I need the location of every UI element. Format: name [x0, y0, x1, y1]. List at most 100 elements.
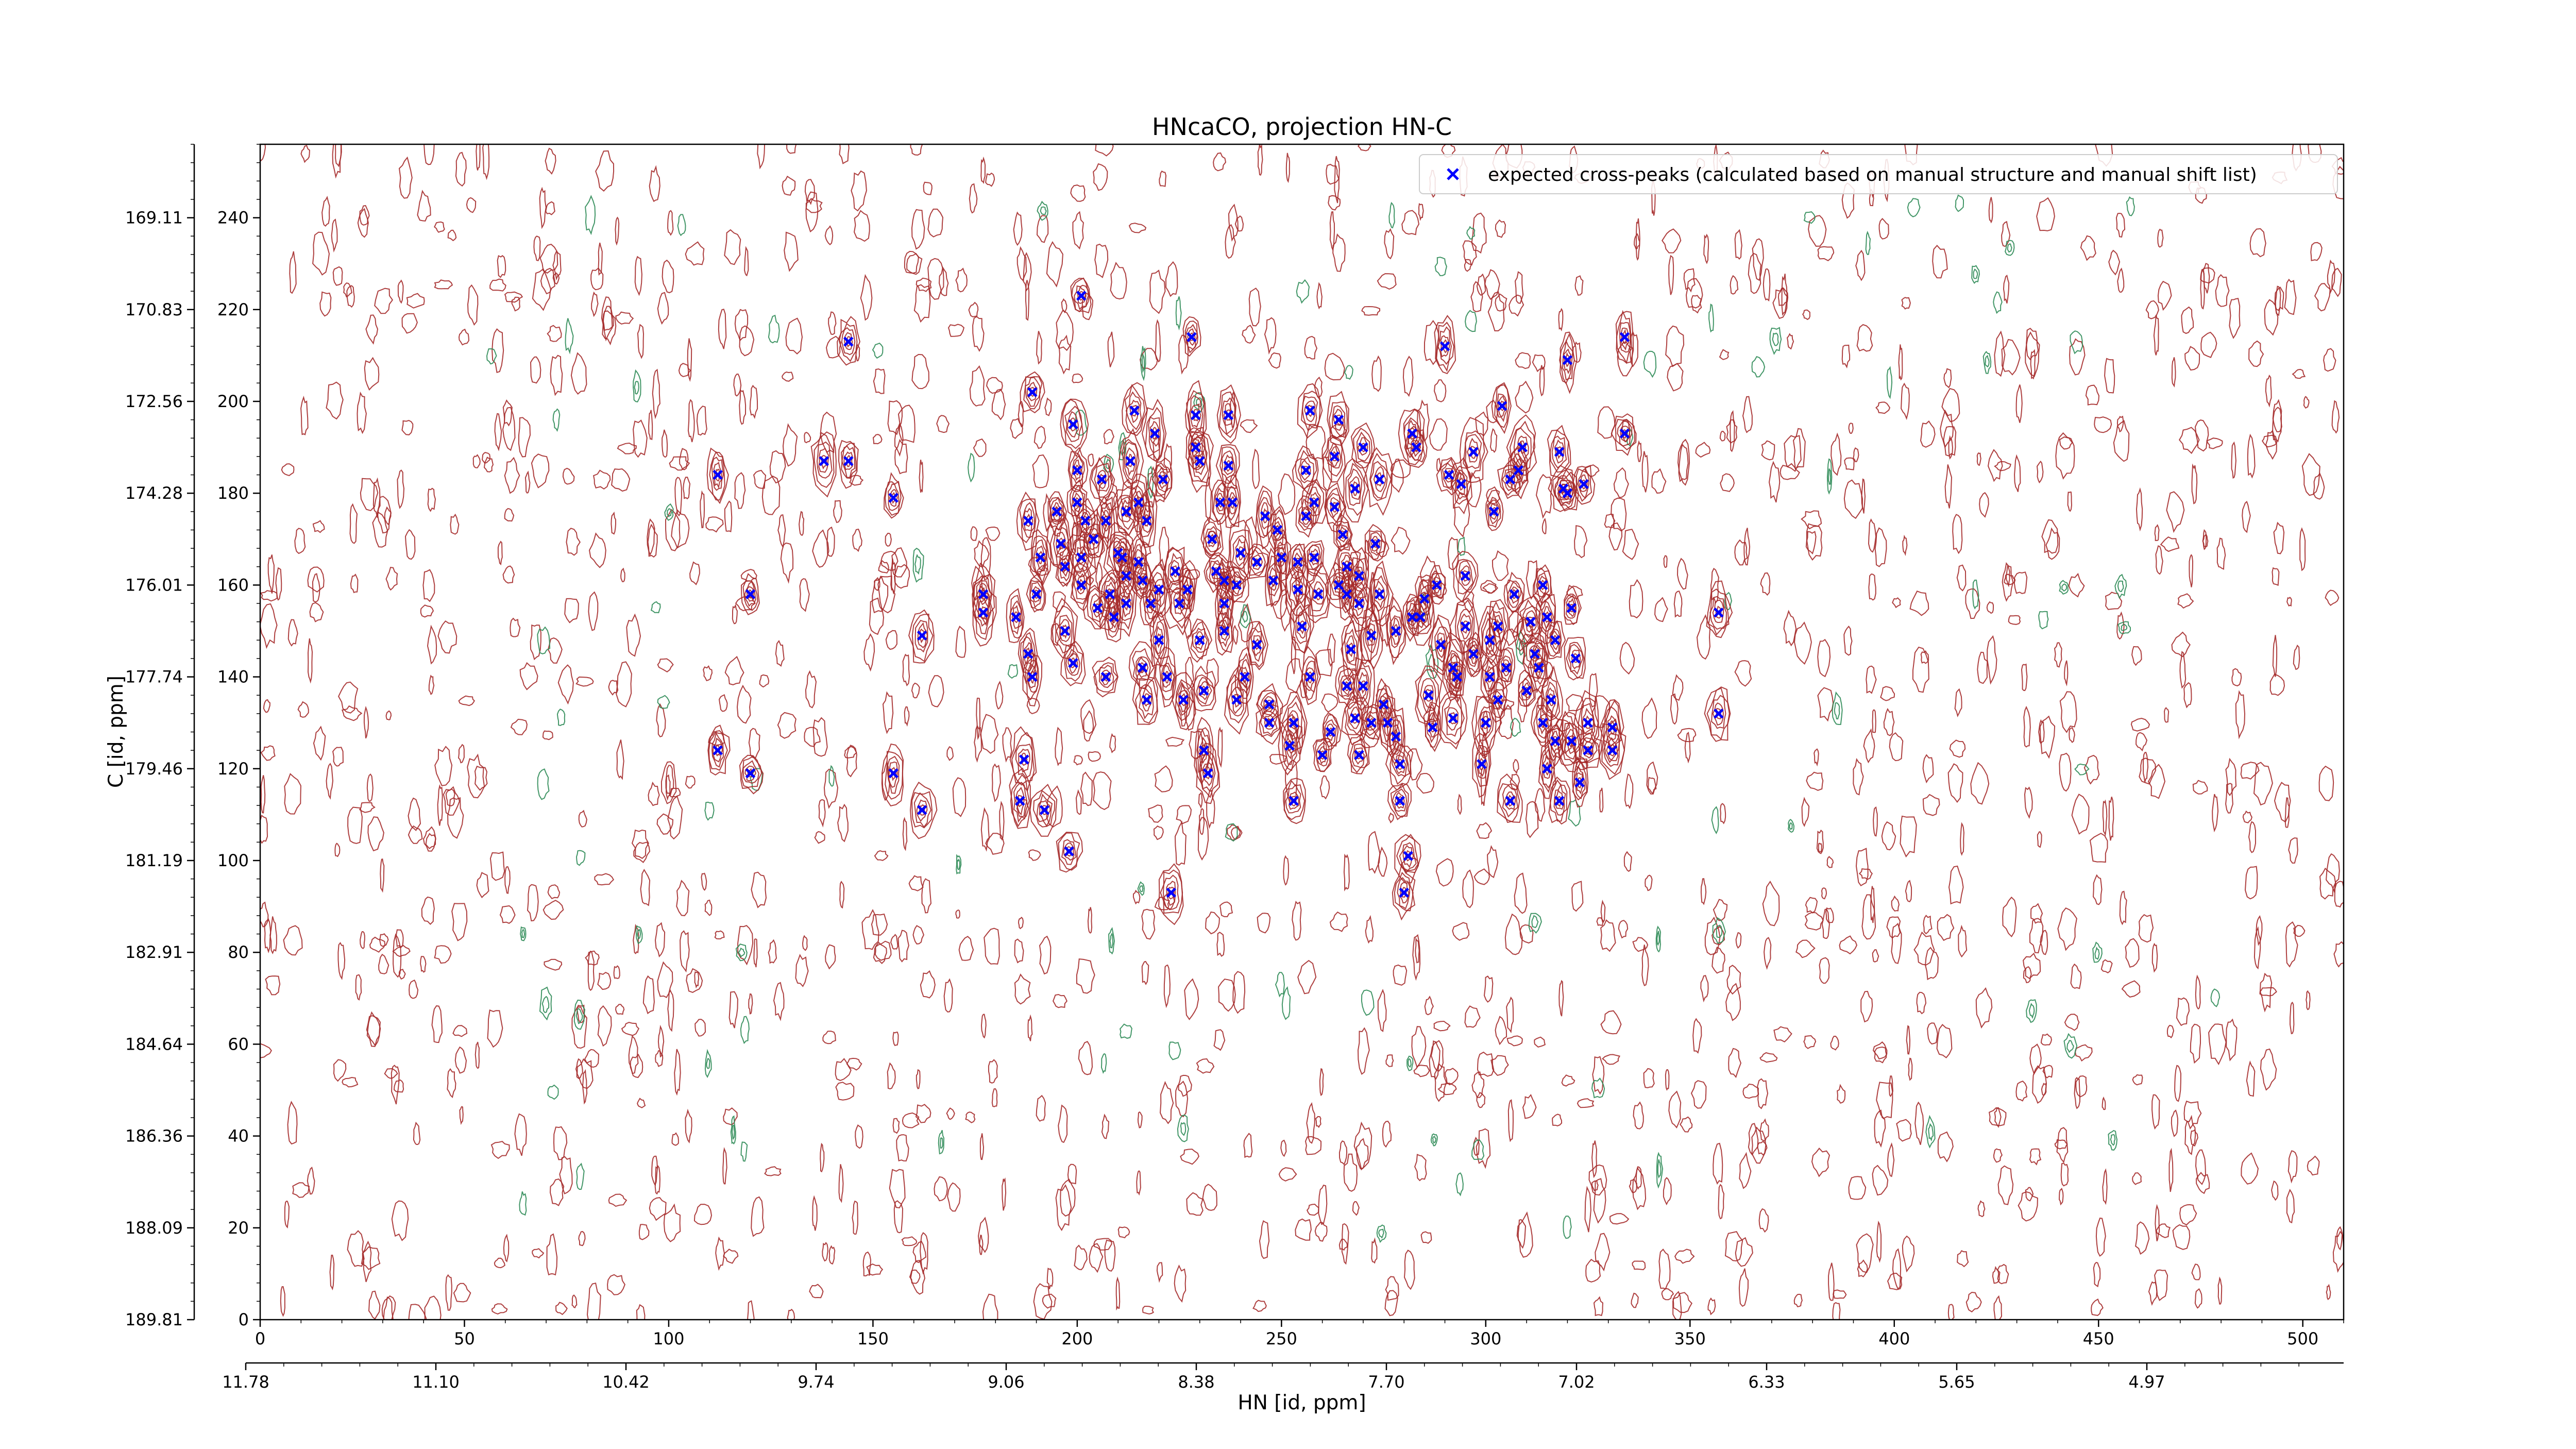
- contour-line: [312, 573, 320, 602]
- contour-line: [1536, 662, 1541, 673]
- contour-line: [1868, 574, 1876, 601]
- contour-line: [1549, 779, 1568, 822]
- contour-line: [1168, 1041, 1181, 1060]
- contour-line: [1036, 215, 1049, 243]
- contour-line: [1304, 400, 1316, 423]
- contour-line: [1121, 561, 1132, 592]
- contour-line: [874, 940, 892, 961]
- contour-line: [2154, 524, 2160, 541]
- contour-line: [825, 335, 842, 359]
- cross-peak-marker: [978, 608, 989, 618]
- contour-line: [1219, 619, 1229, 642]
- contour-line: [2240, 762, 2260, 780]
- contour-line: [744, 581, 756, 607]
- cross-peak-marker: [1493, 695, 1503, 705]
- contour-line: [519, 1191, 527, 1216]
- cross-peak-marker: [1399, 887, 1409, 898]
- cross-peak-marker: [1121, 570, 1131, 581]
- cross-peak-marker: [1501, 663, 1512, 673]
- contour-line: [1009, 767, 1031, 829]
- contour-line: [2116, 611, 2125, 640]
- contour-line: [1783, 610, 1797, 647]
- contour-line: [2092, 874, 2103, 905]
- x-ppm-tick-label: 7.70: [1368, 1372, 1404, 1392]
- contour-line: [1458, 561, 1474, 592]
- cross-peak-marker: [1064, 846, 1074, 856]
- contour-line: [1032, 454, 1049, 488]
- cross-peak-marker: [1141, 515, 1152, 526]
- contour-line: [2247, 433, 2256, 479]
- contour-line: [1234, 215, 1244, 232]
- contour-line: [1575, 732, 1600, 764]
- contour-line: [502, 399, 513, 427]
- contour-line: [1349, 706, 1361, 729]
- contour-line: [1667, 363, 1684, 392]
- contour-line: [1362, 610, 1380, 663]
- contour-line: [2183, 1100, 2202, 1130]
- contour-line: [1599, 699, 1624, 763]
- contour-line: [1596, 917, 1604, 926]
- contour-line: [1632, 1167, 1647, 1210]
- contour-line: [704, 801, 715, 821]
- contour-line: [1039, 935, 1052, 975]
- x-ppm-tick-label: 9.06: [988, 1372, 1024, 1392]
- contour-line: [1392, 864, 1416, 921]
- contour-line: [825, 944, 836, 970]
- contour-line: [1371, 1237, 1378, 1264]
- contour-line: [427, 487, 436, 512]
- contour-line: [1297, 456, 1314, 484]
- contour-line: [1422, 591, 1428, 606]
- contour-line: [1956, 564, 1967, 592]
- contour-line: [458, 328, 470, 346]
- contour-line: [894, 439, 908, 475]
- contour-line: [1315, 587, 1322, 600]
- contour-line: [1545, 713, 1567, 769]
- contour-line: [1327, 442, 1341, 469]
- contour-line: [2284, 278, 2297, 315]
- contour-line: [740, 569, 757, 582]
- contour-line: [1364, 524, 1387, 562]
- contour-line: [782, 175, 796, 196]
- contour-line: [1328, 401, 1348, 439]
- contour-line: [1495, 219, 1506, 238]
- contour-line: [2325, 589, 2340, 606]
- contour-line: [916, 1069, 921, 1089]
- contour-line: [1163, 964, 1171, 1008]
- contour-line: [1334, 156, 1340, 204]
- cross-peak-marker: [1460, 621, 1470, 632]
- contour-line: [1080, 511, 1090, 530]
- contour-line: [1343, 458, 1369, 523]
- contour-line: [1430, 572, 1442, 596]
- contour-line: [1205, 766, 1211, 780]
- contour-line: [2171, 357, 2176, 388]
- contour-line: [1720, 803, 1726, 824]
- contour-line: [1205, 526, 1220, 552]
- contour-line: [1091, 533, 1096, 546]
- contour-line: [1609, 743, 1616, 757]
- contour-line: [1470, 446, 1477, 459]
- contour-line: [711, 457, 724, 491]
- contour-line: [988, 1059, 998, 1084]
- contour-line: [1315, 1116, 1321, 1128]
- contour-line: [1604, 513, 1616, 528]
- contour-line: [275, 567, 282, 601]
- contour-line: [2125, 938, 2140, 968]
- contour-line: [1344, 365, 1353, 380]
- contour-line: [1430, 1040, 1444, 1072]
- contour-line: [476, 144, 481, 171]
- contour-line: [816, 441, 833, 479]
- contour-line: [1394, 871, 1414, 912]
- contour-line: [1076, 573, 1086, 595]
- contour-line: [2216, 537, 2226, 570]
- contour-line: [1541, 517, 1547, 535]
- contour-line: [312, 231, 330, 276]
- contour-line: [826, 526, 835, 557]
- contour-line: [626, 613, 641, 657]
- contour-line: [1519, 924, 1534, 944]
- contour-line: [510, 718, 528, 735]
- contour-line: [1832, 1302, 1841, 1320]
- contour-line: [1078, 551, 1085, 564]
- contour-line: [1518, 673, 1535, 707]
- contour-line: [1425, 706, 1441, 748]
- contour-line: [1517, 1219, 1527, 1249]
